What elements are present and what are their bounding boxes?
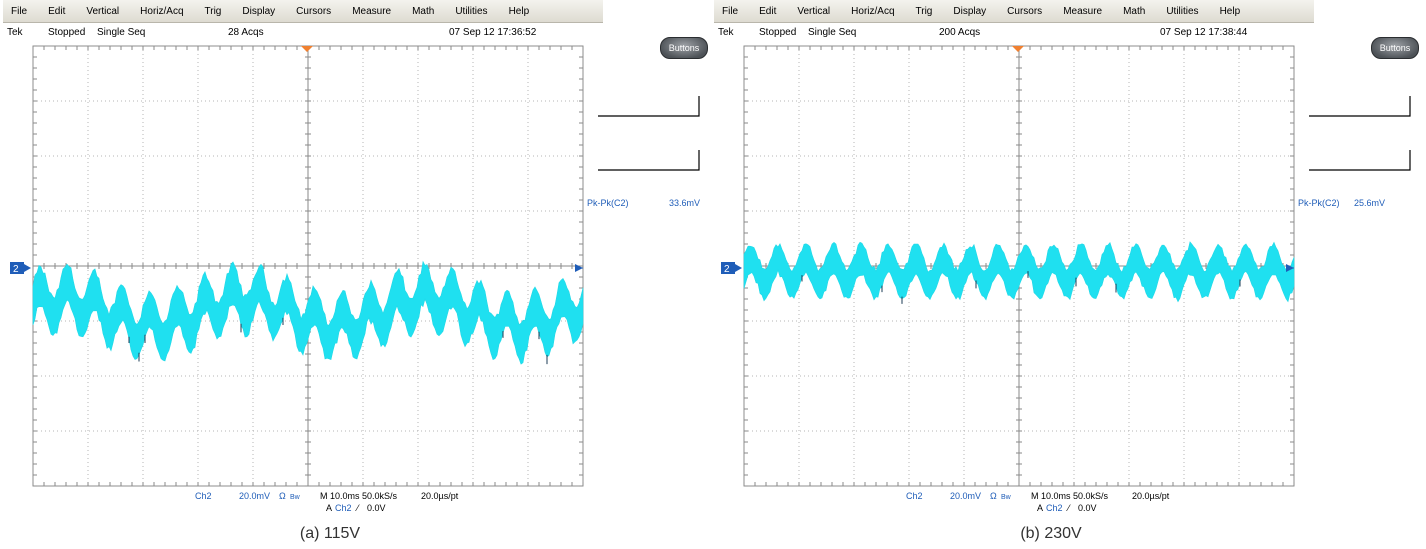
measurement-readout-lines: [598, 96, 700, 171]
channel-2-marker[interactable]: 2: [721, 262, 742, 275]
scope-screen: 2 Pk-Pk(C2) 33.6mV Ch2 20.0mV Ω Bw M 10.…: [10, 45, 700, 513]
channel-2-marker-label: 2: [13, 264, 19, 275]
coupling-symbol: Ω: [990, 491, 997, 501]
timestamp: 07 Sep 12 17:36:52: [449, 27, 537, 38]
menu-cursors[interactable]: Cursors: [296, 5, 332, 17]
brand-label: Tek: [718, 27, 734, 38]
trigger-channel: Ch2: [1046, 503, 1063, 513]
timestamp: 07 Sep 12 17:38:44: [1160, 27, 1248, 38]
bandwidth-label: Bw: [1001, 494, 1012, 501]
scope-panel-b: File Edit Vertical Horiz/Acq Trig Displa…: [714, 0, 1424, 549]
menu-edit[interactable]: Edit: [759, 5, 777, 17]
measurement-label: Pk-Pk(C2): [1298, 198, 1340, 208]
scope-panel-a: File Edit Vertical Horiz/Acq Trig Displa…: [3, 0, 713, 549]
scope-screen: 2 Pk-Pk(C2) 25.6mV Ch2 20.0mV Ω Bw M 10.…: [721, 45, 1411, 513]
menu-measure[interactable]: Measure: [352, 5, 392, 17]
status-bar: Tek Stopped Single Seq 200 Acqs 07 Sep 1…: [714, 24, 1314, 40]
menu-help[interactable]: Help: [1219, 5, 1241, 17]
coupling-symbol: Ω: [279, 491, 286, 501]
menu-utilities[interactable]: Utilities: [455, 5, 488, 17]
brand-label: Tek: [7, 27, 23, 38]
bandwidth-label: Bw: [290, 494, 301, 501]
ch2-scale: 20.0mV: [950, 491, 981, 501]
menu-math[interactable]: Math: [1123, 5, 1146, 17]
channel-2-marker[interactable]: 2: [10, 262, 31, 275]
points-per-sample: 20.0µs/pt: [421, 491, 459, 501]
acq-mode: Single Seq: [97, 27, 146, 38]
points-per-sample: 20.0µs/pt: [1132, 491, 1170, 501]
buttons-button[interactable]: Buttons: [660, 37, 708, 59]
ch2-trace-spikes: [128, 317, 548, 365]
trigger-level: 0.0V: [1078, 503, 1097, 513]
trigger-position-marker[interactable]: [301, 46, 313, 52]
timebase: M 10.0ms 50.0kS/s: [1031, 491, 1109, 501]
menu-file[interactable]: File: [11, 5, 28, 17]
menu-display[interactable]: Display: [953, 5, 987, 17]
menu-trig[interactable]: Trig: [915, 5, 933, 17]
trigger-position-marker[interactable]: [1012, 46, 1024, 52]
graticule: [32, 45, 584, 487]
acq-mode: Single Seq: [808, 27, 857, 38]
menu-edit[interactable]: Edit: [48, 5, 66, 17]
figure-caption: (a) 115V: [299, 525, 361, 542]
figure-caption: (b) 230V: [1020, 525, 1082, 542]
ch2-label: Ch2: [906, 491, 923, 501]
trigger-channel: Ch2: [335, 503, 352, 513]
buttons-button[interactable]: Buttons: [1371, 37, 1419, 59]
run-state: Stopped: [759, 27, 797, 38]
measurement-label: Pk-Pk(C2): [587, 198, 629, 208]
menu-file[interactable]: File: [722, 5, 739, 17]
footer-readout: Ch2 20.0mV Ω Bw M 10.0ms 50.0kS/s 20.0µs…: [195, 491, 459, 513]
menu-vertical[interactable]: Vertical: [86, 5, 120, 17]
menu-vertical[interactable]: Vertical: [797, 5, 831, 17]
menu-help[interactable]: Help: [508, 5, 530, 17]
trigger-slope-icon: ⁄: [1066, 503, 1071, 513]
footer-readout: Ch2 20.0mV Ω Bw M 10.0ms 50.0kS/s 20.0µs…: [906, 491, 1170, 513]
channel-2-marker-label: 2: [724, 264, 730, 275]
acq-count: 28 Acqs: [228, 27, 264, 38]
status-bar: Tek Stopped Single Seq 28 Acqs 07 Sep 12…: [3, 24, 603, 40]
trigger-level: 0.0V: [367, 503, 386, 513]
trigger-label: A: [1037, 503, 1043, 513]
measurement-readout-lines: [1309, 96, 1411, 171]
menu-horiz-acq[interactable]: Horiz/Acq: [851, 5, 895, 17]
menu-trig[interactable]: Trig: [204, 5, 222, 17]
trigger-slope-icon: ⁄: [355, 503, 360, 513]
axis-ticks: [32, 45, 584, 487]
menu-horiz-acq[interactable]: Horiz/Acq: [140, 5, 184, 17]
ch2-scale: 20.0mV: [239, 491, 270, 501]
acq-count: 200 Acqs: [939, 27, 981, 38]
trigger-label: A: [326, 503, 332, 513]
timebase: M 10.0ms 50.0kS/s: [320, 491, 398, 501]
ch2-trace-spikes: [801, 271, 1241, 304]
menu-math[interactable]: Math: [412, 5, 435, 17]
menu-bar: File Edit Vertical Horiz/Acq Trig Displa…: [3, 0, 603, 23]
measurement-value: 33.6mV: [669, 198, 700, 208]
ch2-waveform-trace: [32, 260, 584, 365]
menu-display[interactable]: Display: [242, 5, 276, 17]
run-state: Stopped: [48, 27, 86, 38]
menu-utilities[interactable]: Utilities: [1166, 5, 1199, 17]
menu-bar: File Edit Vertical Horiz/Acq Trig Displa…: [714, 0, 1314, 23]
measurement-value: 25.6mV: [1354, 198, 1385, 208]
ch2-label: Ch2: [195, 491, 212, 501]
menu-cursors[interactable]: Cursors: [1007, 5, 1043, 17]
menu-measure[interactable]: Measure: [1063, 5, 1103, 17]
